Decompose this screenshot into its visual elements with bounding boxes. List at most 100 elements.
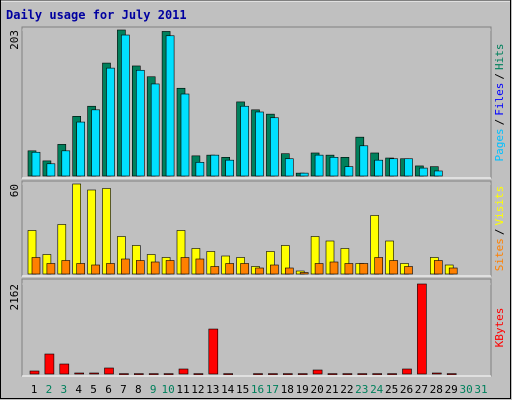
bar [255,267,264,275]
x-tick-label: 15 [236,383,249,396]
x-tick-label: 27 [415,383,428,396]
bar [374,159,384,177]
bar [46,263,56,275]
bar [433,170,443,177]
bar [210,154,220,177]
bar [74,372,84,375]
bar [404,158,413,177]
x-tick-label: 16 [251,383,264,396]
bar [163,373,174,375]
x-tick-label: 20 [310,383,323,396]
bar [372,373,383,375]
bar [268,373,278,375]
bar [87,189,96,275]
bar [91,264,100,275]
bar [136,69,145,177]
bar [165,260,175,275]
bar [72,183,81,275]
bar [417,283,427,375]
bar [374,257,384,275]
bar [106,263,115,275]
x-tick-label: 1 [31,383,38,396]
bar [359,145,369,177]
legend-entry: / [493,119,506,126]
bar [270,117,279,177]
bar [253,373,263,375]
bar [89,372,99,375]
x-tick-label: 6 [105,383,112,396]
legend: KBytes [493,308,506,348]
bar [284,158,294,177]
x-tick-label: 14 [221,383,235,396]
bar [119,373,129,375]
bar [121,34,130,177]
bar [297,373,308,375]
x-tick-label: 28 [430,383,443,396]
legend-entry: Hits [493,44,506,71]
bar [282,373,293,375]
bar [225,263,234,275]
bar [329,261,339,275]
legend: Sites / Visits [493,186,506,272]
x-tick-label: 23 [355,383,368,396]
bar [165,35,175,177]
bar [344,166,354,177]
x-tick-label: 9 [150,383,157,396]
legend-entry: KBytes [493,308,506,348]
bar [180,257,190,275]
legend-entry: / [493,229,506,236]
bar [210,266,220,275]
x-tick-label: 2 [46,383,53,396]
bar [240,263,249,275]
legend: Pages / Files / Hits [493,44,506,162]
bar [102,188,111,275]
bar [134,373,144,375]
x-tick-label: 19 [296,383,309,396]
x-tick-label: 21 [325,383,338,396]
bar [402,368,412,375]
x-tick-label: 29 [445,383,458,396]
bar [106,67,115,177]
x-tick-label: 3 [60,383,67,396]
legend-entry: Files [493,83,506,116]
bar [404,266,413,275]
bar [193,373,204,375]
bar [136,260,145,275]
y-tick-label: 60 [8,184,21,197]
bar [448,267,458,275]
x-tick-label: 26 [400,383,413,396]
bar [61,150,71,177]
bar [314,263,324,275]
bar [433,260,443,275]
panel [21,180,492,277]
y-tick-label: 2162 [8,284,21,311]
bar [195,258,205,275]
x-tick-label: 12 [191,383,204,396]
panel [21,278,492,377]
x-tick-label: 31 [474,383,487,396]
bar [225,159,234,177]
bar [314,154,324,177]
chart-title: Daily usage for July 2011 [6,8,187,22]
x-tick-label: 11 [176,383,189,396]
x-tick-label: 30 [459,383,472,396]
bar [148,373,159,375]
x-tick-label: 7 [120,383,127,396]
bar [76,263,85,275]
bar [240,105,249,177]
bar [76,121,85,177]
x-tick-label: 4 [75,383,82,396]
bar [431,372,442,375]
bar [121,258,130,275]
bar [359,263,369,275]
bar [389,260,398,275]
x-tick-label: 24 [370,383,384,396]
bar [312,369,323,375]
x-tick-label: 13 [206,383,219,396]
bar [104,367,114,375]
bar [29,370,40,375]
bar [91,109,100,177]
bar [150,83,160,177]
bar [344,263,354,275]
